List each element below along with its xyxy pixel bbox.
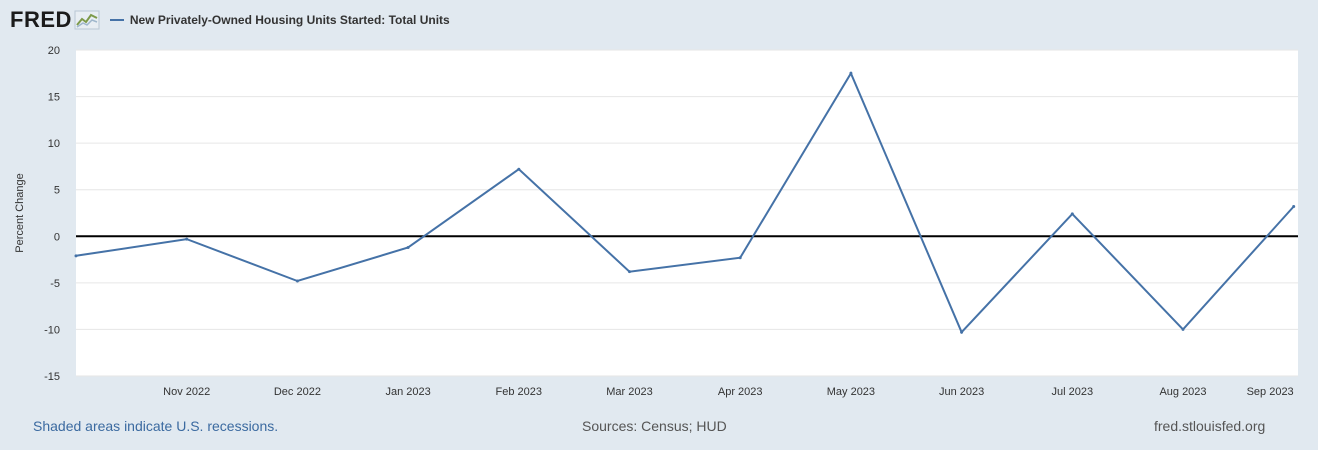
x-tick-label: Mar 2023 bbox=[606, 386, 652, 398]
data-point[interactable] bbox=[185, 237, 189, 241]
y-tick-label: 10 bbox=[48, 138, 60, 150]
x-tick-label: Jan 2023 bbox=[385, 386, 430, 398]
series-legend[interactable]: New Privately-Owned Housing Units Starte… bbox=[109, 13, 450, 27]
x-tick-label: Dec 2022 bbox=[274, 386, 321, 398]
data-point[interactable] bbox=[738, 256, 742, 260]
data-point[interactable] bbox=[74, 254, 78, 258]
y-tick-label: 20 bbox=[48, 45, 60, 57]
x-axis-ticks: Nov 2022 Dec 2022 Jan 2023 Feb 2023 Mar 2023… bbox=[163, 386, 1294, 398]
y-tick-label: 0 bbox=[54, 231, 60, 243]
data-point[interactable] bbox=[1292, 204, 1296, 208]
data-point[interactable] bbox=[406, 245, 410, 249]
x-tick-label: Feb 2023 bbox=[496, 386, 542, 398]
y-tick-label: 15 bbox=[48, 92, 60, 104]
legend-swatch bbox=[109, 19, 124, 21]
plot-area bbox=[76, 50, 1298, 376]
y-axis-label: Percent Change bbox=[14, 173, 26, 253]
gridlines bbox=[76, 49, 1298, 377]
data-point[interactable] bbox=[517, 167, 521, 171]
x-tick-label: Jul 2023 bbox=[1052, 386, 1094, 398]
fred-logo-text: FRED bbox=[10, 7, 72, 32]
x-tick-label: Aug 2023 bbox=[1159, 386, 1206, 398]
data-point[interactable] bbox=[960, 330, 964, 334]
x-tick-label: May 2023 bbox=[827, 386, 875, 398]
data-point[interactable] bbox=[295, 279, 299, 283]
x-tick-label: Sep 2023 bbox=[1247, 386, 1294, 398]
x-tick-label: Apr 2023 bbox=[718, 386, 763, 398]
chart-header: FRED New Privately-Owned Housing Units S… bbox=[10, 6, 450, 34]
data-point[interactable] bbox=[1181, 327, 1185, 331]
data-point[interactable] bbox=[849, 71, 853, 75]
line-chart: -15 -10 -5 0 5 10 15 20 Nov 2022 Dec 2022 Jan 202… bbox=[14, 45, 1298, 398]
data-points bbox=[74, 71, 1296, 334]
data-point[interactable] bbox=[628, 270, 631, 274]
y-tick-label: -10 bbox=[44, 324, 60, 336]
sources-text: Sources: Census; HUD bbox=[582, 418, 727, 434]
fred-trend-icon bbox=[74, 10, 100, 30]
y-tick-label: -5 bbox=[50, 278, 60, 290]
recession-note-link[interactable]: Shaded areas indicate U.S. recessions. bbox=[33, 418, 279, 434]
data-point[interactable] bbox=[1070, 212, 1074, 216]
fred-logo[interactable]: FRED bbox=[10, 7, 100, 33]
y-tick-label: 5 bbox=[54, 185, 60, 197]
x-tick-label: Jun 2023 bbox=[939, 386, 984, 398]
x-tick-label: Nov 2022 bbox=[163, 386, 210, 398]
y-axis-ticks: -15 -10 -5 0 5 10 15 20 bbox=[44, 45, 60, 383]
series-line bbox=[75, 71, 1295, 335]
fred-site-link[interactable]: fred.stlouisfed.org bbox=[1154, 418, 1266, 434]
legend-series-label: New Privately-Owned Housing Units Starte… bbox=[129, 13, 450, 27]
y-tick-label: -15 bbox=[44, 371, 60, 383]
